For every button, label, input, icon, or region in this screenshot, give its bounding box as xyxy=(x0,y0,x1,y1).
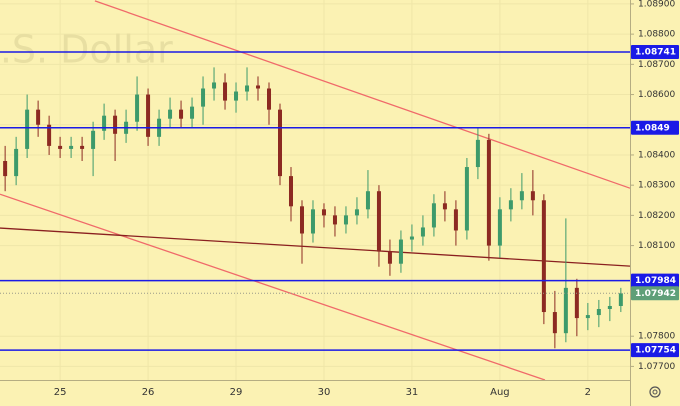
candle-body xyxy=(36,109,41,125)
level-label-bg xyxy=(631,120,679,135)
settings-button[interactable] xyxy=(649,386,661,398)
y-tick-label: 1.08400 xyxy=(638,150,675,160)
candle-body xyxy=(365,191,370,210)
candle-body xyxy=(135,94,140,122)
level-label-bg xyxy=(631,286,679,301)
settings-icon[interactable] xyxy=(652,389,658,395)
level-label: 1.0849 xyxy=(635,123,670,133)
x-tick-label: 25 xyxy=(54,387,67,398)
candle-body xyxy=(552,312,557,334)
candle-body xyxy=(354,209,359,216)
level-label: 1.08741 xyxy=(635,47,676,57)
candle-body xyxy=(387,251,392,264)
candle-body xyxy=(310,209,315,234)
level-label: 1.07984 xyxy=(635,276,676,286)
candle-body xyxy=(376,191,381,252)
candle-body xyxy=(332,215,337,225)
candle-body xyxy=(420,227,425,237)
y-tick-label: 1.08300 xyxy=(638,181,675,191)
candle-body xyxy=(69,145,74,149)
candle-body xyxy=(409,236,414,240)
y-tick-label: 1.08800 xyxy=(638,30,675,40)
level-label-bg xyxy=(631,44,679,59)
x-tick-label: 29 xyxy=(230,387,243,398)
trend-line xyxy=(94,0,631,189)
candle-body xyxy=(398,239,403,264)
y-tick-label: 1.08100 xyxy=(638,241,675,251)
candle-body xyxy=(288,176,293,207)
level-label: 1.07754 xyxy=(635,346,676,356)
candle-body xyxy=(201,88,206,107)
candle-body xyxy=(497,209,502,246)
candle-body xyxy=(91,130,96,149)
level-label-bg xyxy=(631,343,679,358)
candle-body xyxy=(234,91,239,101)
x-tick-label: Aug xyxy=(490,387,510,398)
candle-body xyxy=(596,309,601,316)
candle-body xyxy=(245,85,250,92)
candle-body xyxy=(585,315,590,319)
candle-body xyxy=(278,109,282,177)
plot xyxy=(0,0,631,381)
y-tick-label: 1.08600 xyxy=(638,90,675,100)
candle-body xyxy=(442,203,447,210)
candle-body xyxy=(223,82,228,101)
candle-body xyxy=(14,148,19,177)
level-label: 1.07942 xyxy=(635,289,676,299)
grid xyxy=(0,0,630,380)
candle-body xyxy=(464,167,469,231)
x-tick-label: 30 xyxy=(318,387,331,398)
candle-body xyxy=(618,293,623,306)
candle-body xyxy=(102,115,107,131)
candle-body xyxy=(508,200,513,210)
candle-body xyxy=(58,145,63,149)
candle-body xyxy=(190,106,195,119)
candle-body xyxy=(563,287,568,334)
candle-body xyxy=(299,206,304,234)
candle-body xyxy=(179,109,184,119)
candle-body xyxy=(486,139,491,246)
candle-body xyxy=(343,215,348,225)
candle-body xyxy=(47,124,52,146)
watermark: U.S. Dollar xyxy=(0,28,173,72)
x-tick-label: 2 xyxy=(585,387,591,398)
candle-body xyxy=(3,161,8,177)
y-tick-label: 1.08700 xyxy=(638,60,675,70)
candle-body xyxy=(321,209,326,216)
candle-body xyxy=(431,203,436,228)
candle-body xyxy=(146,94,151,137)
level-label-bg xyxy=(631,273,679,288)
candle-body xyxy=(212,82,217,89)
candle-body xyxy=(256,85,261,89)
candle-body xyxy=(80,145,85,149)
x-tick-label: 31 xyxy=(406,387,419,398)
candle-body xyxy=(113,115,118,134)
candle-body xyxy=(519,191,524,201)
candle-body xyxy=(453,209,458,231)
candle-body xyxy=(267,88,272,110)
trend-line xyxy=(0,193,546,381)
y-tick-label: 1.07700 xyxy=(638,362,675,372)
x-tick-label: 26 xyxy=(142,387,155,398)
y-tick-label: 1.08900 xyxy=(638,0,675,9)
candle-body xyxy=(541,200,546,313)
candle-body xyxy=(25,109,30,149)
candle-body xyxy=(607,305,612,310)
axes: 1.089001.088001.087001.086001.085001.084… xyxy=(54,0,679,398)
trend-line xyxy=(0,227,631,267)
y-tick-label: 1.07800 xyxy=(638,332,675,342)
candle-body xyxy=(475,139,480,168)
candle-body xyxy=(168,109,173,119)
candle-body xyxy=(530,191,535,201)
y-tick-label: 1.08200 xyxy=(638,211,675,221)
settings-icon[interactable] xyxy=(649,386,661,398)
candle-body xyxy=(574,287,579,319)
